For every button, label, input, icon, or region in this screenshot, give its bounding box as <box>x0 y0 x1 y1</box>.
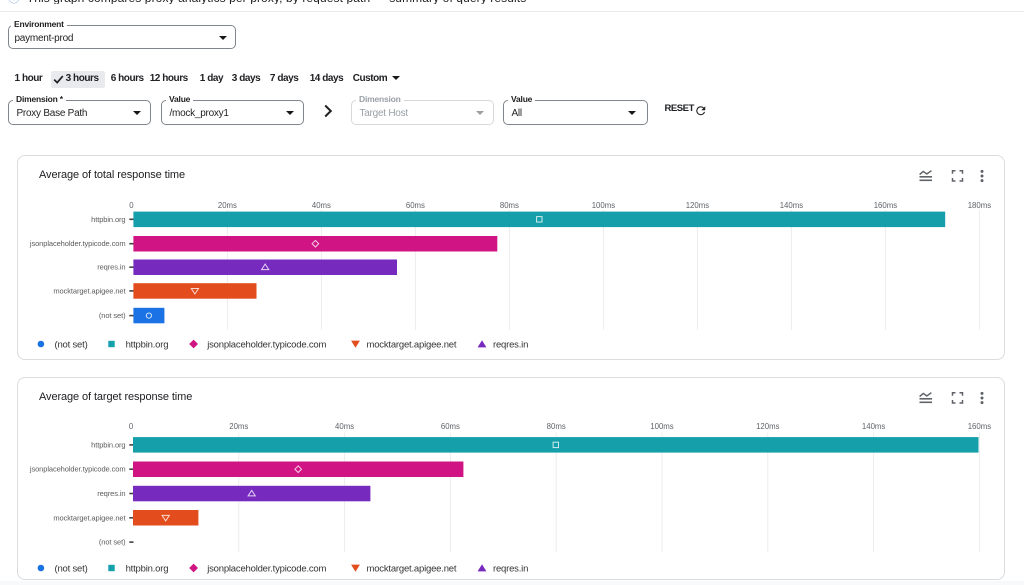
svg-text:60ms: 60ms <box>406 201 425 210</box>
svg-text:180ms: 180ms <box>968 201 992 210</box>
svg-text:20ms: 20ms <box>218 201 237 210</box>
svg-text:40ms: 40ms <box>312 201 331 210</box>
svg-text:mocktarget.apigee.net: mocktarget.apigee.net <box>53 286 126 295</box>
svg-text:20ms: 20ms <box>229 422 248 431</box>
svg-text:(not set): (not set) <box>99 538 126 547</box>
svg-text:120ms: 120ms <box>686 201 710 210</box>
svg-text:(not set): (not set) <box>99 311 126 320</box>
svg-text:80ms: 80ms <box>547 422 566 431</box>
svg-text:120ms: 120ms <box>756 422 780 431</box>
svg-text:140ms: 140ms <box>780 201 804 210</box>
svg-text:(not set): (not set) <box>55 563 88 574</box>
svg-text:reqres.in: reqres.in <box>97 263 125 272</box>
svg-text:(not set): (not set) <box>55 339 88 350</box>
svg-text:100ms: 100ms <box>592 201 616 210</box>
svg-text:reqres.in: reqres.in <box>97 489 125 498</box>
svg-text:140ms: 140ms <box>862 422 886 431</box>
svg-text:httpbin.org: httpbin.org <box>91 440 125 449</box>
svg-text:httpbin.org: httpbin.org <box>126 339 169 350</box>
svg-text:mocktarget.apigee.net: mocktarget.apigee.net <box>53 513 126 522</box>
svg-text:60ms: 60ms <box>441 422 460 431</box>
svg-text:reqres.in: reqres.in <box>493 563 528 574</box>
svg-text:httpbin.org: httpbin.org <box>91 215 125 224</box>
svg-text:160ms: 160ms <box>874 201 898 210</box>
svg-text:jsonplaceholder.typicode.com: jsonplaceholder.typicode.com <box>206 563 326 574</box>
svg-text:80ms: 80ms <box>500 201 519 210</box>
svg-text:0: 0 <box>129 422 134 431</box>
svg-text:httpbin.org: httpbin.org <box>126 563 169 574</box>
svg-text:160ms: 160ms <box>968 422 992 431</box>
svg-text:reqres.in: reqres.in <box>493 339 528 350</box>
svg-text:100ms: 100ms <box>650 422 674 431</box>
svg-text:mocktarget.apigee.net: mocktarget.apigee.net <box>367 563 457 574</box>
svg-text:mocktarget.apigee.net: mocktarget.apigee.net <box>367 339 457 350</box>
svg-text:jsonplaceholder.typicode.com: jsonplaceholder.typicode.com <box>206 339 326 350</box>
svg-text:jsonplaceholder.typicode.com: jsonplaceholder.typicode.com <box>29 239 126 248</box>
svg-text:0: 0 <box>129 201 134 210</box>
svg-text:jsonplaceholder.typicode.com: jsonplaceholder.typicode.com <box>29 465 126 474</box>
svg-text:40ms: 40ms <box>335 422 354 431</box>
